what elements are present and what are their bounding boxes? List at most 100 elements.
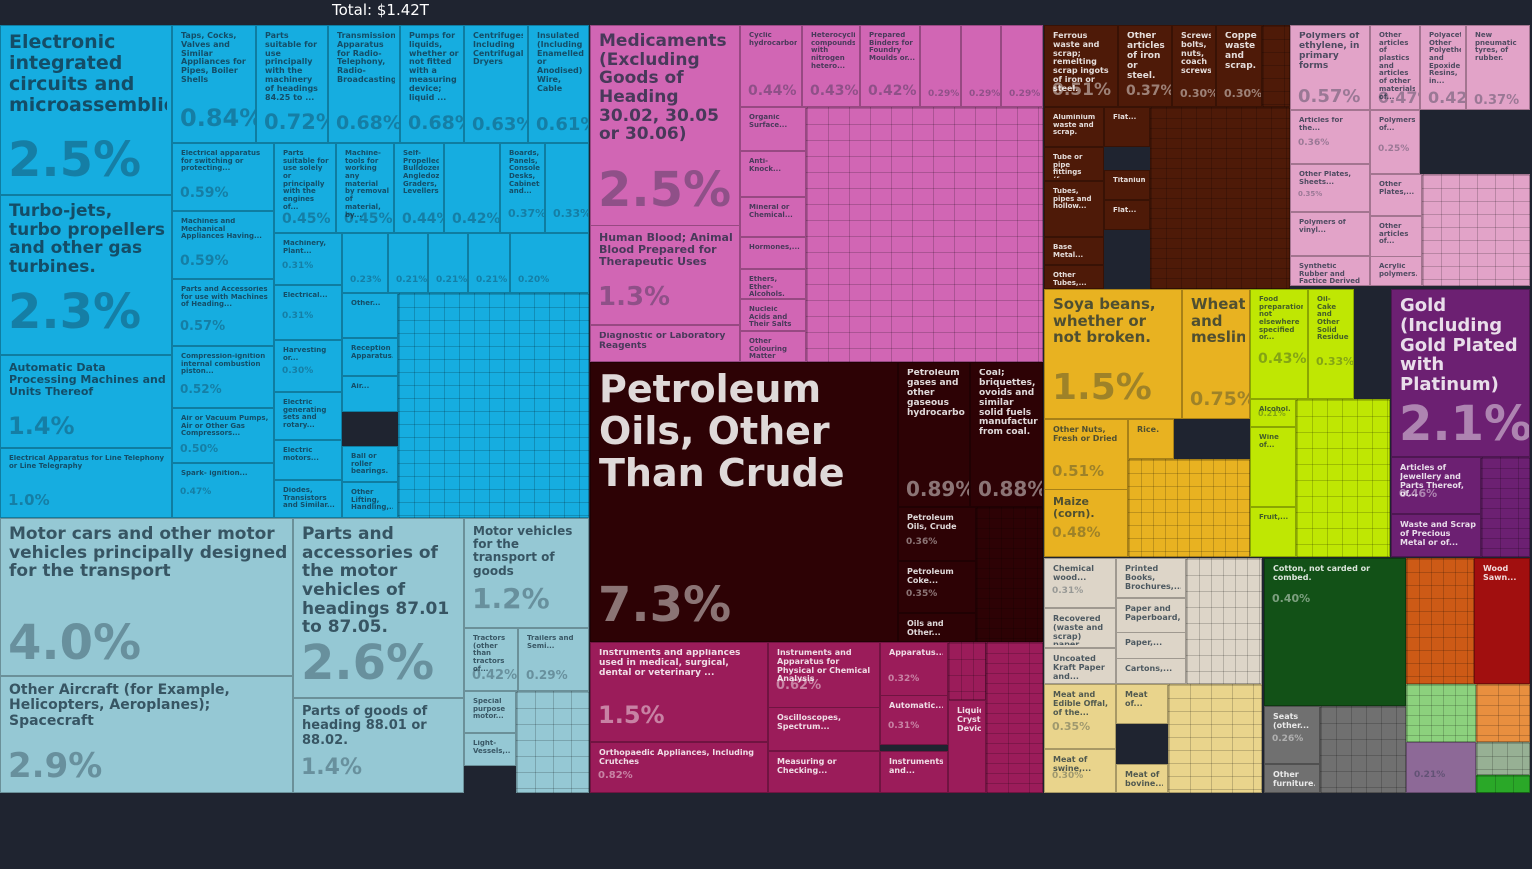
treemap-tile-special-purpose-motor: Special purpose motor... xyxy=(464,691,516,733)
tile-percent: 0.37% xyxy=(508,207,545,220)
tile-label: Polymers of... xyxy=(1379,117,1415,132)
tile-percent: 2.5% xyxy=(598,162,732,218)
tile-label: Cartons,... xyxy=(1125,665,1173,673)
tile-label: Trailers and Semi... xyxy=(527,635,574,650)
tile-label: Oscilloscopes, Spectrum... xyxy=(777,714,841,731)
tile-percent: 0.62% xyxy=(776,678,822,693)
tile-percent: 0.32% xyxy=(888,674,920,684)
tile-label: Hormones,... xyxy=(749,244,800,251)
treemap-tile-oscilloscopes-spectrum: Oscilloscopes, Spectrum... xyxy=(768,707,880,751)
treemap-tile-printed-books-brochures: Printed Books, Brochures,... xyxy=(1116,558,1186,598)
tile-label: Instruments and... xyxy=(889,758,943,775)
tile-percent: 0.30% xyxy=(1224,87,1262,100)
treemap-tile-polymers-of-ethylene-in-primary-forms: Polymers of ethylene, in primary forms 0.… xyxy=(1290,25,1370,110)
tile-label: Seats (other... xyxy=(1273,713,1310,730)
treemap-tile-heterocyclic-compounds-with-nitrogen-het: Heterocyclic compounds with nitrogen het… xyxy=(802,25,860,107)
tile-percent: 0.61% xyxy=(536,114,588,135)
treemap-tile-0-29: 0.29% xyxy=(1001,25,1043,107)
tile-label: Other furniture... xyxy=(1273,771,1315,788)
tile-percent: 0.57% xyxy=(180,319,226,334)
tile-label: Rice. xyxy=(1137,426,1160,434)
treemap-minor-tiles xyxy=(1406,684,1476,742)
tile-percent: 0.36% xyxy=(1298,138,1330,148)
tile-label: Soya beans, whether or not broken. xyxy=(1053,296,1156,346)
tile-percent: 1.0% xyxy=(8,491,50,509)
treemap-tile-screws-bolts-nuts-coach-screws: Screws, bolts, nuts, coach screws,... 0.3… xyxy=(1172,25,1216,107)
tile-percent: 1.5% xyxy=(1052,367,1152,408)
tile-percent: 0.42% xyxy=(452,211,500,227)
tile-label: Spark- ignition... xyxy=(181,470,248,477)
tile-percent: 0.21% xyxy=(396,275,428,285)
treemap-tile-recovered-waste-and-scrap-paper: Recovered (waste and scrap) paper... xyxy=(1044,608,1116,648)
tile-percent: 1.2% xyxy=(472,582,550,615)
treemap-minor-tiles xyxy=(1296,399,1390,557)
treemap-minor-tiles xyxy=(1186,558,1262,684)
tile-label: Measuring or Checking... xyxy=(777,758,837,775)
treemap-tile-other-aircraft-for-example-helicopters-a: Other Aircraft (for Example, Helicopters… xyxy=(0,676,293,793)
tile-label: Fruit,... xyxy=(1259,514,1289,521)
treemap-tile-electronic-integrated-circuits-and-micro: Electronic integrated circuits and micro… xyxy=(0,25,172,195)
tile-percent: 0.51% xyxy=(1052,462,1105,480)
treemap-tile-nucleic-acids-and-their-salts: Nucleic Acids and Their Salts xyxy=(740,299,806,331)
treemap-tile-meat-and-edible-offal-of-the: Meat and Edible Offal, of the... 0.35% xyxy=(1044,684,1116,749)
treemap-tile-0-20: 0.20% xyxy=(510,233,589,293)
tile-percent: 0.35% xyxy=(1298,190,1323,198)
tile-label: Other Nuts, Fresh or Dried xyxy=(1053,426,1118,443)
tile-percent: 0.68% xyxy=(408,112,463,134)
tile-percent: 0.75% xyxy=(1190,388,1250,410)
tile-percent: 0.26% xyxy=(1272,734,1304,744)
treemap-tile-taps-cocks-valves-and-similar-appliances: Taps, Cocks, Valves and Similar Applianc… xyxy=(172,25,256,143)
treemap-tile-0-23: 0.23% xyxy=(342,233,388,293)
tile-label: Machine-tools for working any material b… xyxy=(345,150,389,219)
tile-percent: 2.3% xyxy=(8,284,142,340)
tile-label: Parts suitable for use principally with … xyxy=(265,32,318,102)
treemap-tile-diodes-transistors-and-similar: Diodes, Transistors and Similar... xyxy=(274,480,342,518)
tile-label: Air or Vacuum Pumps, Air or Other Gas Co… xyxy=(181,415,269,438)
tile-label: Ferrous waste and scrap; remelting scrap… xyxy=(1053,32,1109,93)
tile-label: Maize (corn). xyxy=(1053,496,1095,521)
tile-percent: 0.43% xyxy=(1258,351,1307,367)
treemap-tile-0-29: 0.29% xyxy=(920,25,961,107)
tile-label: Anti- Knock... xyxy=(749,158,781,173)
treemap-tile-parts-of-goods-of-heading-88-01-or-88-02: Parts of goods of heading 88.01 or 88.02… xyxy=(293,698,464,793)
treemap-minor-tiles xyxy=(806,107,1043,362)
treemap-tile-cotton-not-carded-or-combed: Cotton, not carded or combed. 0.40% xyxy=(1264,558,1406,706)
tile-percent: 0.30% xyxy=(282,366,314,376)
tile-percent: 0.37% xyxy=(1126,83,1172,99)
treemap-tile-new-pneumatic-tyres-of-rubber: New pneumatic tyres, of rubber. 0.37% xyxy=(1466,25,1530,110)
treemap-tile-orthopaedic-appliances-including-crutche: Orthopaedic Appliances, Including Crutch… xyxy=(590,742,768,793)
tile-label: Organic Surface... xyxy=(749,114,788,129)
tile-label: Other Tubes,... xyxy=(1053,272,1087,286)
treemap-tile-harvesting-or: Harvesting or... 0.30% xyxy=(274,340,342,392)
tile-percent: 1.4% xyxy=(301,755,363,780)
tile-label: Mineral or Chemical... xyxy=(749,204,793,219)
tile-percent: 0.84% xyxy=(180,104,256,132)
tile-percent: 0.47% xyxy=(1378,88,1419,107)
treemap-tile-prepared-binders-for-foundry-moulds-or: Prepared Binders for Foundry Moulds or..… xyxy=(860,25,920,107)
tile-label: Other Lifting, Handling,... xyxy=(351,489,393,512)
tile-percent: 0.47% xyxy=(180,487,212,497)
tile-label: Other articles of iron or steel. xyxy=(1127,32,1165,81)
treemap-tile-pumps-for-liquids-whether-or-not-fitted-: Pumps for liquids, whether or not fitted… xyxy=(400,25,464,143)
tile-label: Food preparations not elsewhere specifie… xyxy=(1259,296,1303,342)
tile-label: Orthopaedic Appliances, Including Crutch… xyxy=(599,749,755,766)
tile-label: Parts suitable for use solely or princip… xyxy=(283,150,329,211)
treemap-tile-petroleum-oils-crude: Petroleum Oils, Crude 0.36% xyxy=(898,507,976,561)
tile-label: Coal; briquettes, ovoids and similar sol… xyxy=(979,369,1038,438)
treemap-tile-other: Other... xyxy=(342,293,398,338)
treemap-tile-instruments-and: Instruments and... xyxy=(880,751,948,793)
tile-label: Cyclic hydrocarbons. xyxy=(749,32,797,47)
treemap-tile-parts-and-accessories-of-the-motor-vehic: Parts and accessories of the motor vehic… xyxy=(293,518,464,698)
tile-label: Cotton, not carded or combed. xyxy=(1273,565,1371,582)
treemap-minor-tiles xyxy=(398,293,589,518)
treemap-tile-petroleum-oils-other-than-crude: Petroleum Oils, Other Than Crude 7.3% xyxy=(590,362,898,642)
tile-percent: 0.48% xyxy=(1052,525,1101,541)
tile-label: Parts of goods of heading 88.01 or 88.02… xyxy=(302,705,428,748)
tile-label: Electrical Apparatus for Line Telephony … xyxy=(9,455,165,470)
tile-label: Copper waste and scrap. xyxy=(1225,32,1257,71)
tile-percent: 0.35% xyxy=(906,589,938,599)
tile-label: Machinery, Plant... xyxy=(283,240,327,255)
tile-percent: 0.33% xyxy=(553,207,589,220)
tile-label: New pneumatic tyres, of rubber. xyxy=(1475,32,1517,63)
